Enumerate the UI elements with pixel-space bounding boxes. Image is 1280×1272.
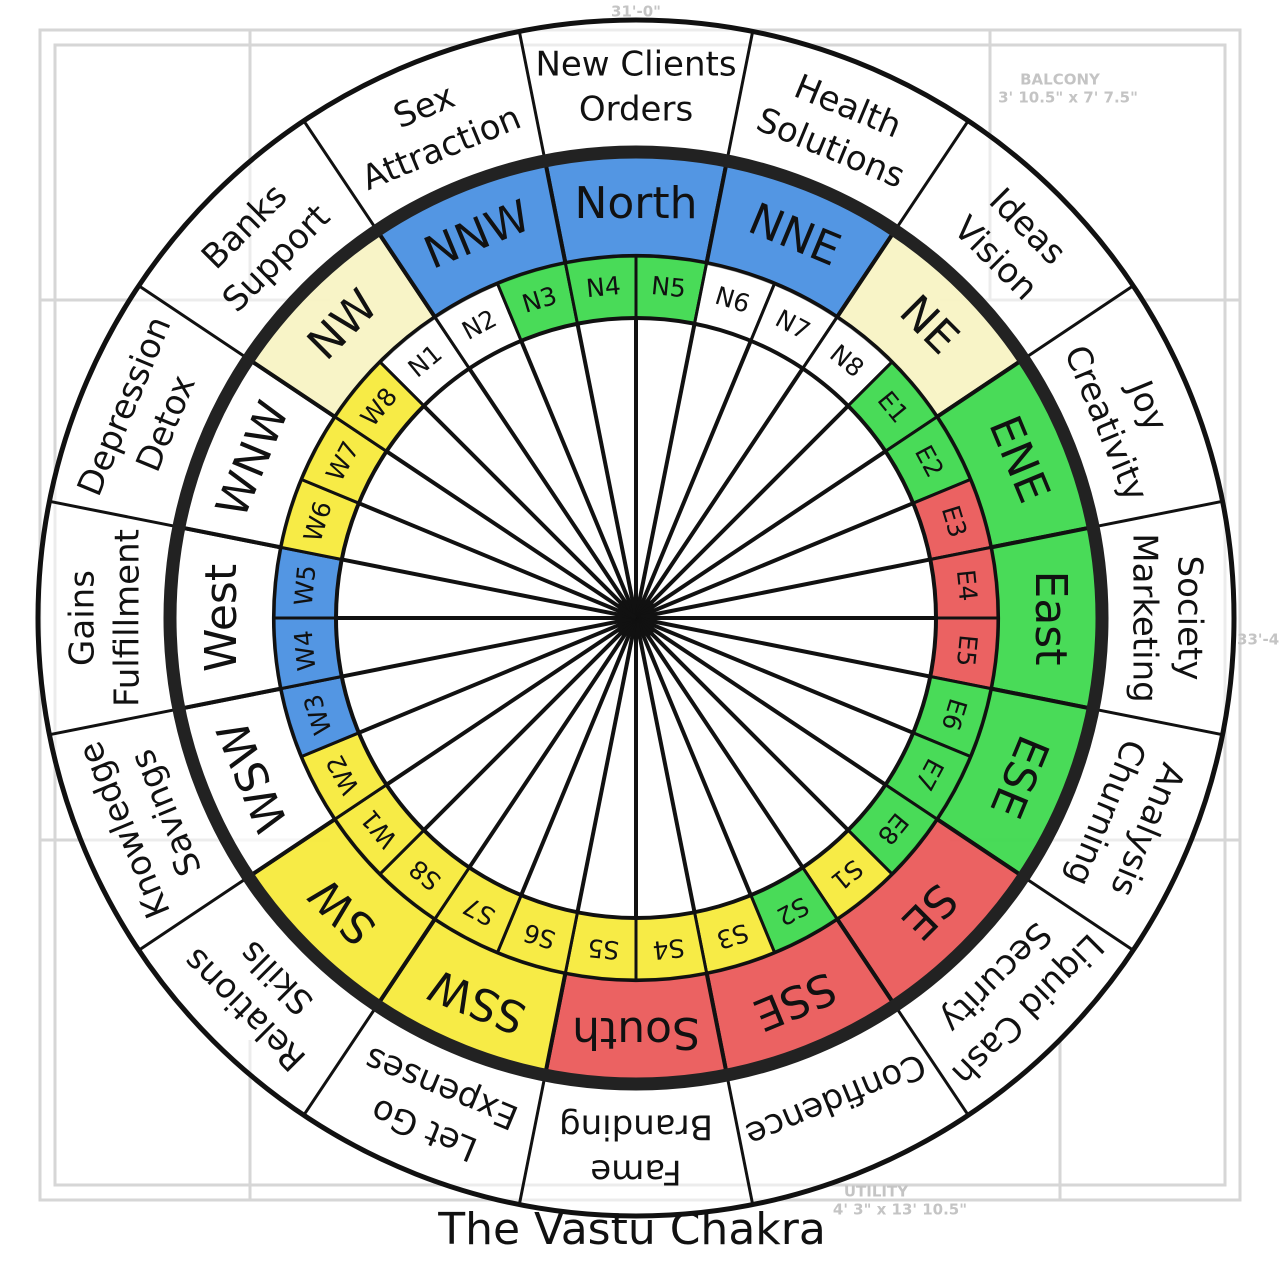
spoke (634, 616, 805, 869)
spoke (358, 616, 637, 735)
rings: New ClientsOrdersNorthHealthSolutionsNNE… (35, 17, 1237, 1219)
pada-label: W5 (289, 564, 322, 607)
plan-label: UTILITY (844, 1183, 909, 1201)
zone-label: Marketing (1125, 533, 1165, 702)
zone-divider (302, 1004, 379, 1117)
diagram-title: The Vastu Chakra (437, 1204, 826, 1255)
zone-divider (49, 707, 180, 737)
direction-label: North (574, 178, 697, 229)
zone-label: Fulfillment (108, 529, 148, 707)
thick-ring (163, 145, 1109, 1091)
spoke (575, 617, 638, 913)
spoke (634, 617, 753, 896)
spoke (467, 367, 638, 620)
pada-label: W4 (289, 629, 322, 672)
zone-divider (1092, 707, 1223, 737)
spoke (634, 617, 697, 913)
spoke (635, 616, 914, 735)
pada-label: N4 (585, 271, 622, 303)
spoke (634, 367, 805, 620)
plan-label: 33'-4" (1237, 631, 1280, 649)
zone-divider (517, 31, 547, 162)
pada-label: S4 (651, 933, 685, 965)
zone-divider (725, 1074, 755, 1205)
direction-label: East (1025, 571, 1076, 666)
spoke (634, 449, 887, 620)
zone-divider (137, 284, 250, 361)
zone-divider (137, 875, 250, 952)
spoke (422, 616, 638, 832)
spoke (634, 616, 850, 832)
zone-label: Orders (579, 90, 693, 130)
zone-divider (725, 31, 755, 162)
plan-label: BALCONY (1020, 71, 1101, 89)
spoke (385, 449, 638, 620)
zone-divider (1092, 499, 1223, 529)
zone-divider (893, 119, 970, 232)
spoke (341, 557, 637, 620)
zone-divider (1022, 875, 1135, 952)
pada-label: S5 (586, 933, 620, 965)
zone-label: Society (1170, 556, 1210, 681)
zone-divider (517, 1074, 547, 1205)
spoke (634, 323, 697, 619)
zone-label: New Clients (535, 45, 736, 85)
spoke (519, 617, 638, 896)
spoke (341, 616, 637, 679)
spoke (358, 501, 637, 620)
pada-label: N5 (650, 271, 687, 303)
spoke (635, 616, 931, 679)
pada-label: E5 (951, 633, 983, 667)
plan-label: 31'-0" (611, 3, 661, 21)
zone-label: Gains (63, 570, 103, 666)
spoke (635, 501, 914, 620)
pada-label: E4 (951, 568, 983, 602)
spoke (422, 404, 638, 620)
zone-divider (893, 1004, 970, 1117)
center-square (618, 600, 654, 636)
zone-divider (302, 119, 379, 232)
spoke (385, 616, 638, 787)
direction-label: West (196, 564, 247, 672)
zone-divider (1022, 284, 1135, 361)
zone-label: Fame (590, 1152, 681, 1192)
spoke (634, 340, 753, 619)
spoke (634, 404, 850, 620)
spoke (575, 323, 638, 619)
plan-label: 4' 3" x 13' 10.5" (833, 1201, 967, 1219)
spoke (467, 616, 638, 869)
zone-divider (49, 499, 180, 529)
spoke (635, 557, 931, 620)
spoke (634, 616, 887, 787)
direction-label: South (572, 1007, 700, 1058)
plan-label: 3' 10.5" x 7' 7.5" (998, 89, 1138, 107)
spoke (519, 340, 638, 619)
zone-label: Branding (559, 1107, 713, 1147)
